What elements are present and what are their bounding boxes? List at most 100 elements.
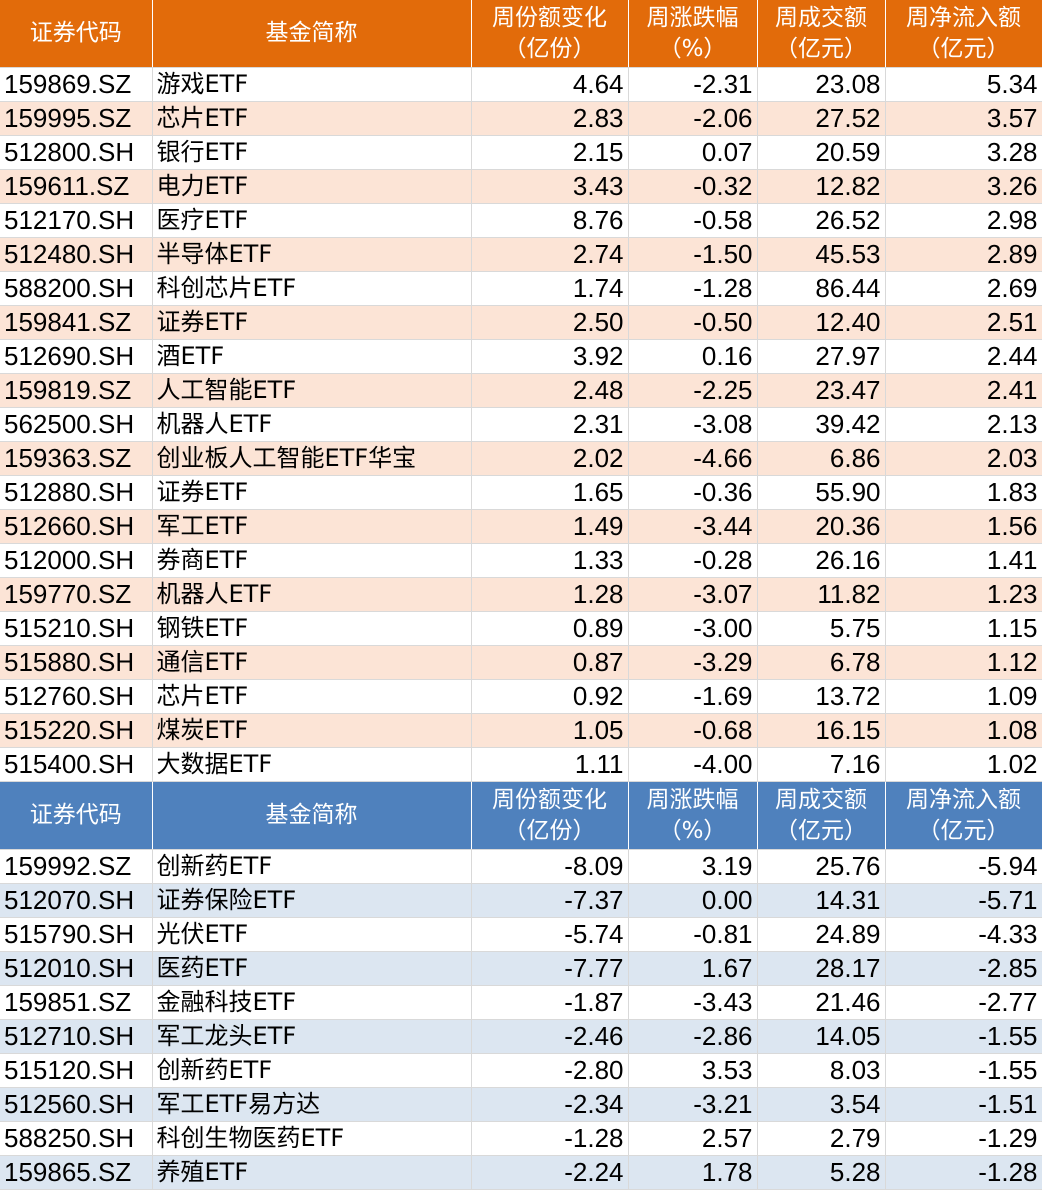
cell-net-inflow: 1.41 [885, 543, 1042, 578]
cell-code: 588200.SH [0, 271, 153, 306]
cell-name: 科创芯片ETF [152, 271, 472, 306]
cell-price-change: -0.81 [628, 917, 758, 952]
cell-price-change: 1.78 [628, 1155, 758, 1190]
cell-price-change: 0.00 [628, 883, 758, 918]
table-row: 159992.SZ 创新药ETF -8.09 3.19 25.76 -5.94 [0, 849, 1042, 884]
cell-price-change: -3.07 [628, 577, 758, 612]
cell-code: 512690.SH [0, 339, 153, 374]
table-row: 512880.SH 证券ETF 1.65 -0.36 55.90 1.83 [0, 475, 1042, 510]
header-label: （亿元） [775, 817, 867, 844]
cell-code: 562500.SH [0, 407, 153, 442]
cell-share-change: 8.76 [471, 203, 629, 238]
cell-share-change: -2.34 [471, 1087, 629, 1122]
cell-name: 证券ETF [152, 305, 472, 340]
table-row: 512480.SH 半导体ETF 2.74 -1.50 45.53 2.89 [0, 237, 1042, 272]
cell-code: 512880.SH [0, 475, 153, 510]
table-row: 515210.SH 钢铁ETF 0.89 -3.00 5.75 1.15 [0, 611, 1042, 646]
cell-turnover: 26.52 [757, 203, 886, 238]
table-row: 512010.SH 医药ETF -7.77 1.67 28.17 -2.85 [0, 951, 1042, 986]
cell-name: 创新药ETF [152, 1053, 472, 1088]
table-row: 512560.SH 军工ETF易方达 -2.34 -3.21 3.54 -1.51 [0, 1087, 1042, 1122]
header-label: 周净流入额 [906, 4, 1021, 31]
cell-net-inflow: 2.44 [885, 339, 1042, 374]
cell-code: 512660.SH [0, 509, 153, 544]
cell-share-change: 1.65 [471, 475, 629, 510]
cell-share-change: 2.02 [471, 441, 629, 476]
outflow-header-row: 证券代码 基金简称 周份额变化 （亿份） 周涨跌幅 （%） 周成交额 （亿元） 周净流入额 （亿元… [0, 781, 1042, 850]
header-net-inflow: 周净流入额 （亿元） [885, 0, 1042, 68]
table-row: 515120.SH 创新药ETF -2.80 3.53 8.03 -1.55 [0, 1053, 1042, 1088]
cell-name: 光伏ETF [152, 917, 472, 952]
cell-turnover: 27.52 [757, 101, 886, 136]
table-row: 512170.SH 医疗ETF 8.76 -0.58 26.52 2.98 [0, 203, 1042, 238]
cell-turnover: 20.59 [757, 135, 886, 170]
cell-net-inflow: -4.33 [885, 917, 1042, 952]
table-row: 562500.SH 机器人ETF 2.31 -3.08 39.42 2.13 [0, 407, 1042, 442]
cell-turnover: 5.28 [757, 1155, 886, 1190]
cell-code: 588250.SH [0, 1121, 153, 1156]
cell-net-inflow: -2.77 [885, 985, 1042, 1020]
cell-share-change: -8.09 [471, 849, 629, 884]
cell-share-change: -2.80 [471, 1053, 629, 1088]
cell-net-inflow: 2.69 [885, 271, 1042, 306]
cell-name: 芯片ETF [152, 679, 472, 714]
cell-name: 银行ETF [152, 135, 472, 170]
cell-price-change: 0.07 [628, 135, 758, 170]
cell-turnover: 24.89 [757, 917, 886, 952]
header-share-change: 周份额变化 （亿份） [471, 0, 629, 68]
cell-turnover: 55.90 [757, 475, 886, 510]
cell-turnover: 86.44 [757, 271, 886, 306]
cell-code: 159819.SZ [0, 373, 153, 408]
cell-turnover: 7.16 [757, 747, 886, 782]
cell-code: 515120.SH [0, 1053, 153, 1088]
cell-turnover: 39.42 [757, 407, 886, 442]
cell-price-change: -3.00 [628, 611, 758, 646]
cell-net-inflow: 2.41 [885, 373, 1042, 408]
cell-share-change: -5.74 [471, 917, 629, 952]
header-label: （%） [658, 817, 727, 844]
cell-price-change: -0.50 [628, 305, 758, 340]
cell-net-inflow: -2.85 [885, 951, 1042, 986]
cell-price-change: -2.06 [628, 101, 758, 136]
cell-share-change: 3.43 [471, 169, 629, 204]
cell-price-change: 2.57 [628, 1121, 758, 1156]
cell-net-inflow: -5.94 [885, 849, 1042, 884]
cell-share-change: -2.46 [471, 1019, 629, 1054]
cell-net-inflow: -1.55 [885, 1019, 1042, 1054]
table-row: 515400.SH 大数据ETF 1.11 -4.00 7.16 1.02 [0, 747, 1042, 782]
cell-name: 大数据ETF [152, 747, 472, 782]
cell-name: 军工ETF易方达 [152, 1087, 472, 1122]
inflow-header-row: 证券代码 基金简称 周份额变化 （亿份） 周涨跌幅 （%） 周成交额 （亿元） 周净流入额 （亿元… [0, 0, 1042, 68]
header-label: （%） [658, 35, 727, 62]
cell-price-change: 3.53 [628, 1053, 758, 1088]
table-row: 512000.SH 券商ETF 1.33 -0.28 26.16 1.41 [0, 543, 1042, 578]
cell-price-change: -3.08 [628, 407, 758, 442]
header-label: 周份额变化 [492, 786, 607, 813]
cell-share-change: -2.24 [471, 1155, 629, 1190]
cell-net-inflow: 2.51 [885, 305, 1042, 340]
cell-price-change: -3.29 [628, 645, 758, 680]
cell-price-change: -0.36 [628, 475, 758, 510]
table-row: 515220.SH 煤炭ETF 1.05 -0.68 16.15 1.08 [0, 713, 1042, 748]
header-label: 基金简称 [265, 802, 358, 828]
cell-share-change: 0.92 [471, 679, 629, 714]
header-code: 证券代码 [0, 781, 153, 850]
header-label: 周份额变化 [492, 4, 607, 31]
cell-price-change: -0.28 [628, 543, 758, 578]
cell-turnover: 27.97 [757, 339, 886, 374]
header-turnover: 周成交额 （亿元） [757, 0, 886, 68]
cell-price-change: -1.69 [628, 679, 758, 714]
cell-net-inflow: 1.08 [885, 713, 1042, 748]
table-row: 159841.SZ 证券ETF 2.50 -0.50 12.40 2.51 [0, 305, 1042, 340]
cell-turnover: 2.79 [757, 1121, 886, 1156]
cell-share-change: 4.64 [471, 67, 629, 102]
cell-code: 515880.SH [0, 645, 153, 680]
cell-price-change: -0.32 [628, 169, 758, 204]
header-label: （亿份） [503, 35, 596, 62]
cell-name: 医疗ETF [152, 203, 472, 238]
cell-code: 159770.SZ [0, 577, 153, 612]
cell-share-change: -1.28 [471, 1121, 629, 1156]
cell-turnover: 45.53 [757, 237, 886, 272]
cell-code: 515210.SH [0, 611, 153, 646]
header-label: （亿元） [917, 35, 1010, 62]
